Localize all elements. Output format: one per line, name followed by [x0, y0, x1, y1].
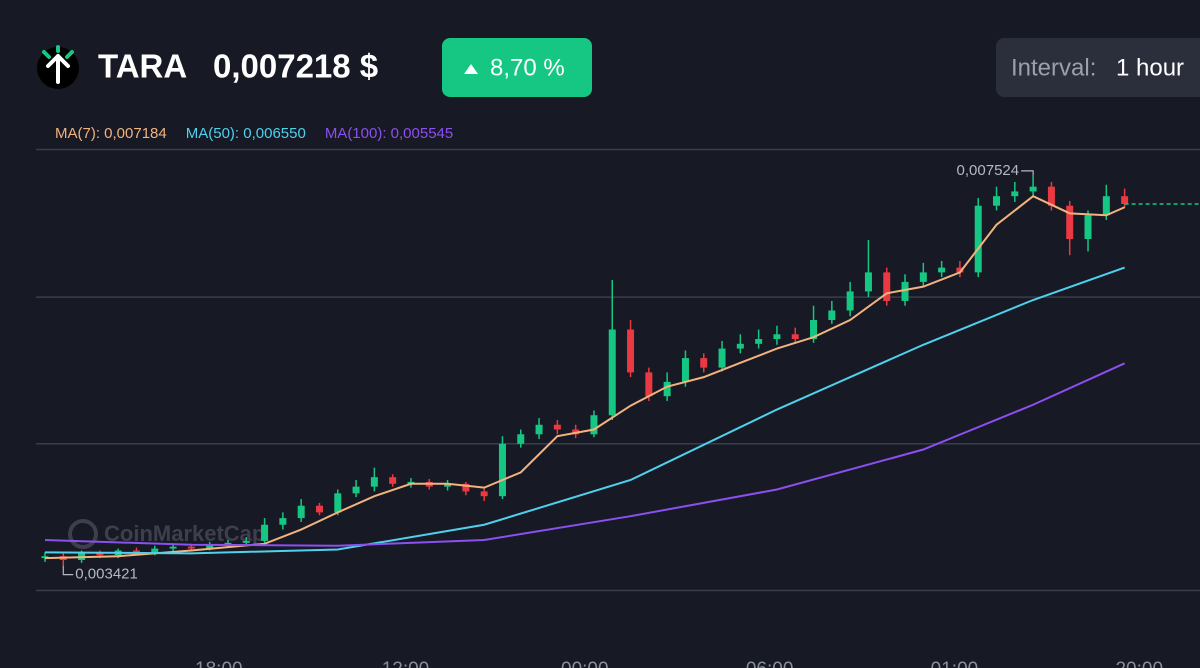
candle-body	[297, 505, 305, 519]
candle-body	[279, 518, 287, 525]
candle-body	[883, 272, 891, 301]
candle-body	[498, 443, 506, 497]
up-triangle	[464, 64, 478, 74]
legend-entry: MA(7): 0,007184	[55, 125, 167, 142]
x-tick-label: 01:00	[931, 659, 979, 668]
high-annotation-line	[1021, 170, 1034, 175]
price: 0,007218 $	[213, 48, 378, 85]
change: 8,70 %	[490, 54, 565, 81]
candle-body	[370, 477, 378, 487]
change-badge	[442, 38, 592, 97]
candle-body	[1102, 196, 1110, 216]
candle-body	[1084, 215, 1092, 240]
candle-body	[645, 372, 653, 397]
candle-body	[187, 546, 195, 549]
candle-body	[956, 267, 964, 273]
moving-average-line	[44, 362, 1126, 547]
candle-body	[1029, 186, 1037, 192]
candle-body	[901, 281, 909, 301]
candle-body	[773, 334, 781, 340]
candle-body	[864, 272, 872, 292]
low-annotation: 0,003421	[75, 566, 138, 583]
logo	[37, 45, 79, 89]
x-tick-label: 20:00	[1115, 659, 1163, 668]
low-annotation-line	[62, 565, 74, 576]
candle-body	[334, 493, 342, 513]
candle-body	[791, 334, 799, 340]
moving-average-line	[44, 195, 1126, 560]
candle-body	[663, 381, 671, 397]
candle-body	[352, 486, 360, 494]
legend-entry: MA(50): 0,006550	[186, 125, 306, 142]
interval-label: Interval:	[1011, 54, 1096, 81]
moving-average-line	[44, 266, 1125, 555]
candle-body	[590, 415, 598, 435]
watermark-group: CoinMarketCap	[68, 519, 265, 549]
candle-body	[315, 505, 323, 513]
candle-body	[993, 196, 1001, 206]
candle-body	[627, 329, 635, 373]
candle-body	[242, 540, 250, 543]
candle-body	[1011, 191, 1019, 197]
legend-entry: MA(100): 0,005545	[325, 125, 453, 142]
candle-body	[535, 424, 543, 435]
candle-body	[169, 546, 177, 549]
x-tick-label: 12:00	[382, 659, 430, 668]
candle-body	[206, 544, 214, 549]
candle-body	[1066, 205, 1074, 240]
watermark-icon	[68, 519, 98, 549]
candle-body	[553, 424, 561, 430]
candle-body	[608, 329, 616, 416]
interval-box[interactable]	[996, 38, 1200, 97]
candle-body	[261, 524, 269, 541]
candle-body	[1121, 196, 1129, 204]
candle-body	[755, 339, 763, 344]
candle-body	[444, 483, 452, 487]
interval-value: 1 hour	[1116, 54, 1184, 81]
candle-body	[151, 548, 159, 553]
candle-body	[810, 320, 818, 340]
candle-body	[938, 267, 946, 273]
x-tick-label: 18:00	[195, 659, 243, 668]
candle-body	[1047, 186, 1055, 206]
candle-body	[517, 434, 525, 444]
candle-body	[389, 477, 397, 484]
candle-body	[681, 358, 689, 382]
coin-name: TARA	[98, 48, 187, 85]
candle-body	[974, 205, 982, 273]
candle-body	[919, 272, 927, 282]
candle-body	[828, 310, 836, 320]
candle-body	[480, 491, 488, 497]
candle-body	[736, 343, 744, 349]
logo-arrow	[46, 54, 70, 84]
watermark: CoinMarketCap	[104, 521, 265, 546]
x-tick-label: 06:00	[746, 659, 794, 668]
candle-body	[718, 348, 726, 368]
candle-body	[224, 542, 232, 545]
candle-body	[96, 553, 104, 556]
candle-body	[132, 550, 140, 553]
x-tick-label: 00:00	[561, 659, 609, 668]
candle-body	[700, 358, 708, 368]
candle-body	[462, 483, 470, 492]
high-annotation: 0,007524	[957, 162, 1020, 179]
candle-body	[846, 291, 854, 311]
logo-rays	[42, 45, 74, 59]
